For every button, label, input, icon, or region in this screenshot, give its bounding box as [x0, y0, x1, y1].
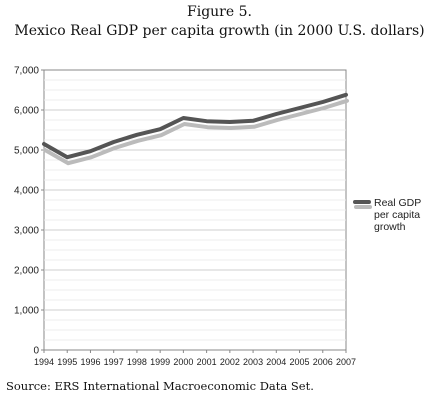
x-tick-label: 1994 — [34, 357, 54, 367]
x-tick-label: 2001 — [197, 357, 217, 367]
y-tick-label: 4,000 — [14, 186, 39, 197]
y-tick-label: 6,000 — [14, 106, 39, 117]
x-tick-label: 1999 — [150, 357, 170, 367]
y-tick-label: 2,000 — [14, 266, 39, 277]
x-tick-label: 1995 — [57, 357, 77, 367]
x-tick-label: 2000 — [173, 357, 193, 367]
x-tick-label: 2002 — [220, 357, 240, 367]
chart-title-abbrev: GDP — [106, 23, 139, 39]
legend-label-line: growth — [374, 221, 406, 233]
x-tick-label: 2005 — [290, 357, 310, 367]
y-tick-label: 7,000 — [14, 66, 39, 77]
x-tick-label: 1997 — [104, 357, 124, 367]
series-line-shadow — [43, 98, 349, 166]
x-tick-label: 2007 — [336, 357, 356, 367]
chart-title-suffix: per capita growth (in 2000 U.S. dollars) — [138, 23, 425, 39]
y-axis-tick-labels: 0 1,000 2,000 3,000 4,000 5,000 6,000 7,000 — [14, 66, 39, 357]
chart-title-prefix: Mexico Real — [14, 23, 107, 39]
source-prefix: Source: — [6, 379, 55, 393]
y-tick-label: 5,000 — [14, 146, 39, 157]
source-suffix: International Macroeconomic Data Set. — [79, 379, 314, 393]
y-tick-label: 0 — [33, 346, 39, 357]
legend-label-line: Real GDP — [374, 197, 421, 209]
x-tick-label: 1996 — [80, 357, 100, 367]
chart-title: Mexico Real GDP per capita growth (in 20… — [0, 23, 439, 39]
x-tick-label: 1998 — [127, 357, 147, 367]
series-line — [42, 92, 348, 160]
x-tick-label: 2004 — [266, 357, 286, 367]
x-axis-tick-labels: 1994 1995 1996 1997 1998 1999 2000 2001 2002 2003… — [34, 357, 356, 367]
gridlines — [41, 69, 347, 353]
series-lines — [42, 92, 349, 166]
y-tick-label: 1,000 — [14, 306, 39, 317]
source-abbrev: ERS — [54, 379, 80, 393]
legend-label-line: per capita — [374, 209, 420, 221]
x-tick-label: 2006 — [313, 357, 333, 367]
y-tick-label: 3,000 — [14, 226, 39, 237]
figure-number: Figure 5. — [187, 4, 252, 20]
source-note: Source: ERS International Macroeconomic … — [6, 379, 314, 393]
x-tick-label: 2003 — [243, 357, 263, 367]
